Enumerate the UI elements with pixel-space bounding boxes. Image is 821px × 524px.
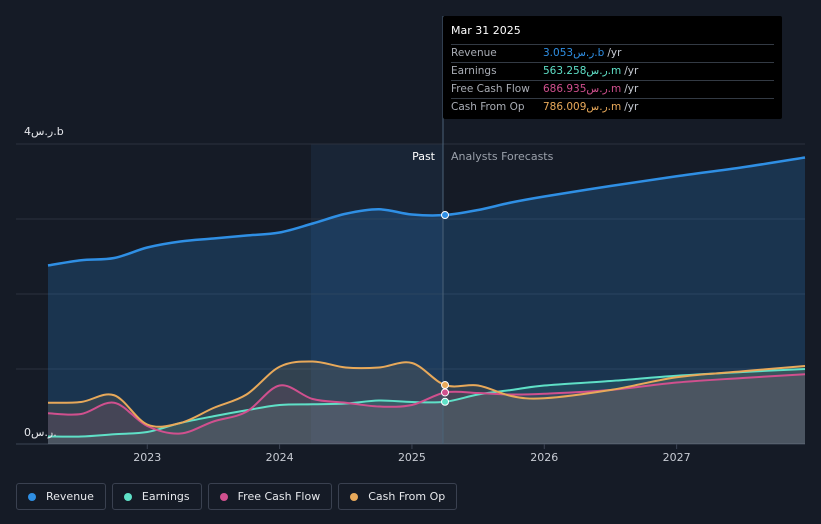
- tooltip-value: 563.258ر.س.m: [543, 65, 622, 77]
- earnings-marker: [441, 397, 450, 406]
- x-tick-label: 2027: [663, 451, 691, 464]
- legend-item-cash-from-op[interactable]: Cash From Op: [338, 483, 458, 510]
- y-tick-label-top: 4ر.س.b: [24, 125, 64, 138]
- x-tick-label: 2023: [133, 451, 161, 464]
- legend-label: Revenue: [46, 490, 94, 503]
- hover-markers: [441, 211, 450, 406]
- x-axis-ticks: 2023 2024 2025 2026 2027: [133, 444, 691, 464]
- tooltip-date: Mar 31 2025: [451, 24, 521, 37]
- tooltip-row-revenue: Revenue 3.053ر.س.b /yr: [451, 44, 774, 62]
- free-cash-flow-dot-icon: [219, 492, 228, 501]
- y-tick-label-bottom: 0ر.س.: [24, 426, 57, 439]
- x-tick-label: 2024: [266, 451, 294, 464]
- tooltip-label: Revenue: [451, 47, 497, 59]
- earnings-line: [47, 368, 806, 438]
- tooltip-row-earnings: Earnings 563.258ر.س.m /yr: [451, 62, 774, 80]
- cash-from-op-dot-icon: [350, 492, 359, 501]
- tooltip-value: 786.009ر.س.m: [543, 101, 622, 113]
- free-cash-flow-marker: [441, 388, 450, 397]
- cash-from-op-line: [47, 360, 806, 428]
- earnings-area: [48, 369, 805, 444]
- series-lines: [47, 156, 806, 438]
- past-label: Past: [412, 150, 436, 163]
- revenue-marker: [441, 211, 450, 220]
- cash-from-op-marker: [441, 381, 450, 390]
- legend-label: Earnings: [141, 490, 190, 503]
- tooltip-unit: /yr: [624, 65, 639, 77]
- series-areas: [48, 157, 805, 444]
- tooltip: Mar 31 2025 Revenue 3.053ر.س.b /yr Earni…: [443, 16, 782, 119]
- tooltip-label: Earnings: [451, 65, 497, 77]
- x-tick-label: 2026: [530, 451, 558, 464]
- free-cash-flow-area: [48, 374, 805, 444]
- tooltip-unit: /yr: [624, 101, 639, 113]
- tooltip-row-free-cash-flow: Free Cash Flow 686.935ر.س.m /yr: [451, 80, 774, 98]
- legend-label: Cash From Op: [368, 490, 446, 503]
- x-tick-label: 2025: [398, 451, 426, 464]
- legend-item-revenue[interactable]: Revenue: [16, 483, 106, 510]
- revenue-line: [47, 156, 806, 267]
- tooltip-unit: /yr: [607, 47, 622, 59]
- legend-item-free-cash-flow[interactable]: Free Cash Flow: [207, 483, 333, 510]
- tooltip-value: 686.935ر.س.m: [543, 83, 622, 95]
- legend-label: Free Cash Flow: [237, 490, 321, 503]
- legend-item-earnings[interactable]: Earnings: [111, 483, 202, 510]
- revenue-area: [48, 157, 805, 444]
- legend: Revenue Earnings Free Cash Flow Cash Fro…: [16, 483, 458, 510]
- tooltip-label: Free Cash Flow: [451, 83, 530, 95]
- tooltip-value: 3.053ر.س.b: [543, 47, 605, 59]
- tooltip-unit: /yr: [624, 83, 639, 95]
- forecast-label: Analysts Forecasts: [451, 150, 554, 163]
- revenue-dot-icon: [28, 492, 36, 501]
- tooltip-label: Cash From Op: [451, 101, 525, 113]
- tooltip-row-cash-from-op: Cash From Op 786.009ر.س.m /yr: [451, 98, 774, 116]
- earnings-dot-icon: [123, 492, 132, 501]
